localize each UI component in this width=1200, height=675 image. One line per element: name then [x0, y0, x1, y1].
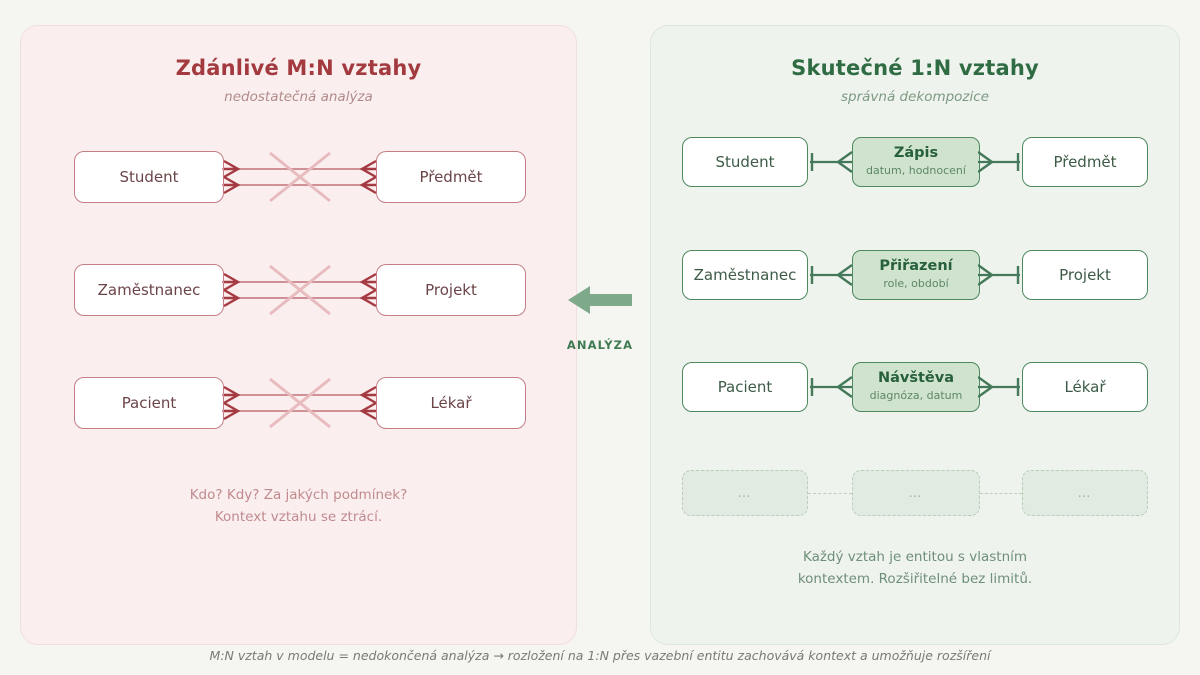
- entity-box[interactable]: Student: [682, 137, 808, 187]
- left-panel-title: Zdánlivé M:N vztahy: [175, 56, 422, 80]
- entity-box[interactable]: Zaměstnanec: [74, 264, 224, 316]
- entity-label: Pacient: [121, 394, 177, 412]
- junction-attributes: role, období: [883, 277, 949, 291]
- placeholder-link: [980, 493, 1022, 494]
- mn-relation-row: Student Předmět: [74, 151, 526, 203]
- mn-relation-row: Pacient Lékař: [74, 377, 526, 429]
- entity-box[interactable]: Předmět: [1022, 137, 1148, 187]
- one-to-many-connector-icon: [978, 264, 1020, 286]
- entity-label: Projekt: [1059, 266, 1111, 284]
- entity-label: Student: [715, 153, 775, 171]
- one-to-many-connector-icon: [810, 151, 853, 173]
- entity-box[interactable]: Projekt: [376, 264, 526, 316]
- entity-label: Zaměstnanec: [97, 281, 201, 299]
- entity-label: Lékař: [1064, 378, 1106, 396]
- entity-label: Projekt: [425, 281, 477, 299]
- panel-true-1n: Skutečné 1:N vztahy správná dekompozice: [650, 25, 1180, 645]
- entity-label: Předmět: [1053, 153, 1117, 171]
- entity-box[interactable]: Pacient: [682, 362, 808, 412]
- left-note-line-1: Kdo? Kdy? Za jakých podmínek?: [189, 487, 408, 503]
- panel-apparent-mn: Zdánlivé M:N vztahy nedostatečná analýza: [20, 25, 577, 645]
- placeholder-link: [808, 493, 852, 494]
- entity-box[interactable]: Lékař: [1022, 362, 1148, 412]
- one-to-many-connector-icon: [978, 376, 1020, 398]
- analysis-label: ANALÝZA: [566, 338, 634, 352]
- junction-entity-box[interactable]: Přiřazení role, období: [852, 250, 980, 300]
- junction-attributes: diagnóza, datum: [869, 389, 963, 403]
- placeholder-box: …: [682, 470, 808, 516]
- junction-title: Zápis: [893, 145, 939, 162]
- left-note-line-2: Kontext vztahu se ztrácí.: [214, 509, 383, 526]
- junction-attributes: datum, hodnocení: [866, 164, 966, 178]
- junction-entity-box[interactable]: Návštěva diagnóza, datum: [852, 362, 980, 412]
- bottom-caption: M:N vztah v modelu = nedokončená analýza…: [209, 648, 991, 663]
- entity-label: Pacient: [717, 378, 773, 396]
- right-panel-subtitle: správná dekompozice: [840, 89, 990, 105]
- junction-entity-box[interactable]: Zápis datum, hodnocení: [852, 137, 980, 187]
- placeholder-relation-row: … … …: [682, 470, 1148, 516]
- entity-label: Zaměstnanec: [693, 266, 797, 284]
- placeholder-box: …: [1022, 470, 1148, 516]
- entity-box[interactable]: Pacient: [74, 377, 224, 429]
- decomposed-relation-row: Student Zápis datum, hodnocení Předmět: [682, 137, 1148, 187]
- decomposed-relation-row: Zaměstnanec Přiřazení role, období Proje…: [682, 250, 1148, 300]
- right-panel-note: Každý vztah je entitou s vlastním kontex…: [650, 546, 1180, 591]
- placeholder-box: …: [852, 470, 980, 516]
- entity-box[interactable]: Zaměstnanec: [682, 250, 808, 300]
- right-note-line-1: Každý vztah je entitou s vlastním: [802, 549, 1028, 565]
- mn-crossed-connector-icon: [222, 151, 378, 203]
- entity-box[interactable]: Student: [74, 151, 224, 203]
- right-note-line-2: kontextem. Rozšiřitelné bez limitů.: [797, 571, 1033, 588]
- entity-box[interactable]: Projekt: [1022, 250, 1148, 300]
- entity-label: Student: [119, 168, 179, 186]
- decomposed-relation-row: Pacient Návštěva diagnóza, datum Lékař: [682, 362, 1148, 412]
- arrow-left-icon: [568, 286, 632, 314]
- left-panel-subtitle: nedostatečná analýza: [224, 89, 373, 105]
- entity-label: Lékař: [430, 394, 472, 412]
- right-panel-title: Skutečné 1:N vztahy: [791, 56, 1039, 80]
- mn-relation-row: Zaměstnanec Projekt: [74, 264, 526, 316]
- junction-title: Přiřazení: [879, 258, 953, 275]
- one-to-many-connector-icon: [810, 264, 853, 286]
- one-to-many-connector-icon: [978, 151, 1020, 173]
- entity-label: Předmět: [419, 168, 483, 186]
- left-panel-note: Kdo? Kdy? Za jakých podmínek? Kontext vz…: [20, 484, 577, 529]
- junction-title: Návštěva: [877, 370, 954, 387]
- mn-crossed-connector-icon: [222, 264, 378, 316]
- entity-box[interactable]: Předmět: [376, 151, 526, 203]
- one-to-many-connector-icon: [810, 376, 853, 398]
- mn-crossed-connector-icon: [222, 377, 378, 429]
- entity-box[interactable]: Lékař: [376, 377, 526, 429]
